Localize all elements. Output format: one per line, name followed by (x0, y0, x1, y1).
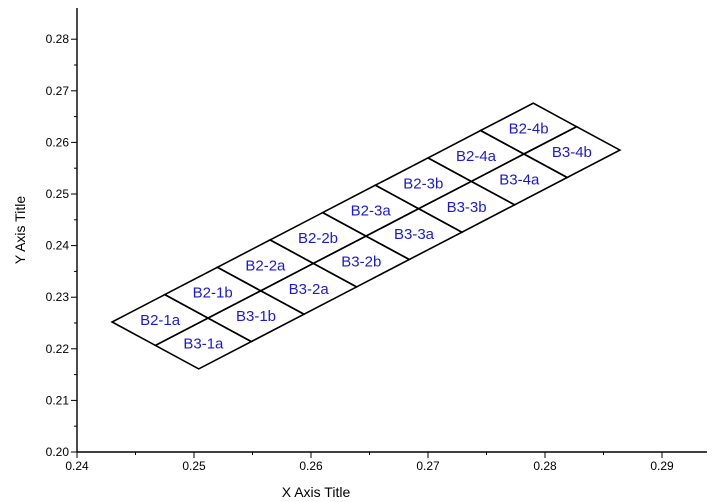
y-tick-label: 0.26 (46, 135, 70, 149)
cell-label: B3-3b (447, 199, 487, 216)
x-ticks: 0.24 0.25 0.26 0.27 0.28 0.29 (65, 452, 674, 473)
cell-label: B3-1b (236, 308, 276, 325)
cell-label: B2-4b (509, 121, 549, 138)
cell-label: B2-4a (456, 148, 497, 165)
x-tick-label: 0.25 (182, 459, 206, 473)
cell-label: B2-3a (351, 203, 392, 220)
cell-label: B2-2a (245, 257, 286, 274)
cell-label: B2-1b (193, 285, 233, 302)
x-tick-label: 0.26 (299, 459, 323, 473)
x-tick-label: 0.27 (416, 459, 440, 473)
cell-label: B3-2a (289, 281, 330, 298)
cell-label: B2-2b (298, 230, 338, 247)
cell-label: B3-4a (499, 171, 540, 188)
y-tick-label: 0.22 (46, 342, 70, 356)
x-tick-label: 0.29 (650, 459, 674, 473)
cell-labels: B2-1a B2-1b B2-2a B2-2b B2-3a B2-3b B2-4a B2-4b… (140, 121, 592, 353)
x-tick-label: 0.28 (533, 459, 557, 473)
y-tick-label: 0.21 (46, 393, 70, 407)
y-tick-label: 0.23 (46, 290, 70, 304)
cell-label: B3-1a (183, 336, 224, 353)
y-axis-title: Y Axis Title (12, 196, 28, 264)
y-tick-label: 0.25 (46, 187, 70, 201)
y-tick-label: 0.28 (46, 32, 70, 46)
y-tick-label: 0.27 (46, 84, 70, 98)
x-tick-label: 0.24 (65, 459, 89, 473)
y-tick-label: 0.24 (46, 239, 70, 253)
cell-label: B2-1a (140, 312, 181, 329)
grid-cell (522, 125, 622, 179)
cell-label: B3-4b (552, 144, 592, 161)
y-tick-label: 0.20 (46, 445, 70, 459)
y-ticks: 0.20 0.21 0.22 0.23 0.24 0.25 0.26 0.27 0.28 (46, 32, 77, 459)
cell-label: B3-3a (394, 226, 435, 243)
x-axis-title: X Axis Title (282, 484, 351, 500)
plot-area (76, 8, 707, 453)
cell-label: B2-3b (403, 175, 443, 192)
cells (110, 102, 622, 370)
cell-label: B3-2b (341, 254, 381, 271)
